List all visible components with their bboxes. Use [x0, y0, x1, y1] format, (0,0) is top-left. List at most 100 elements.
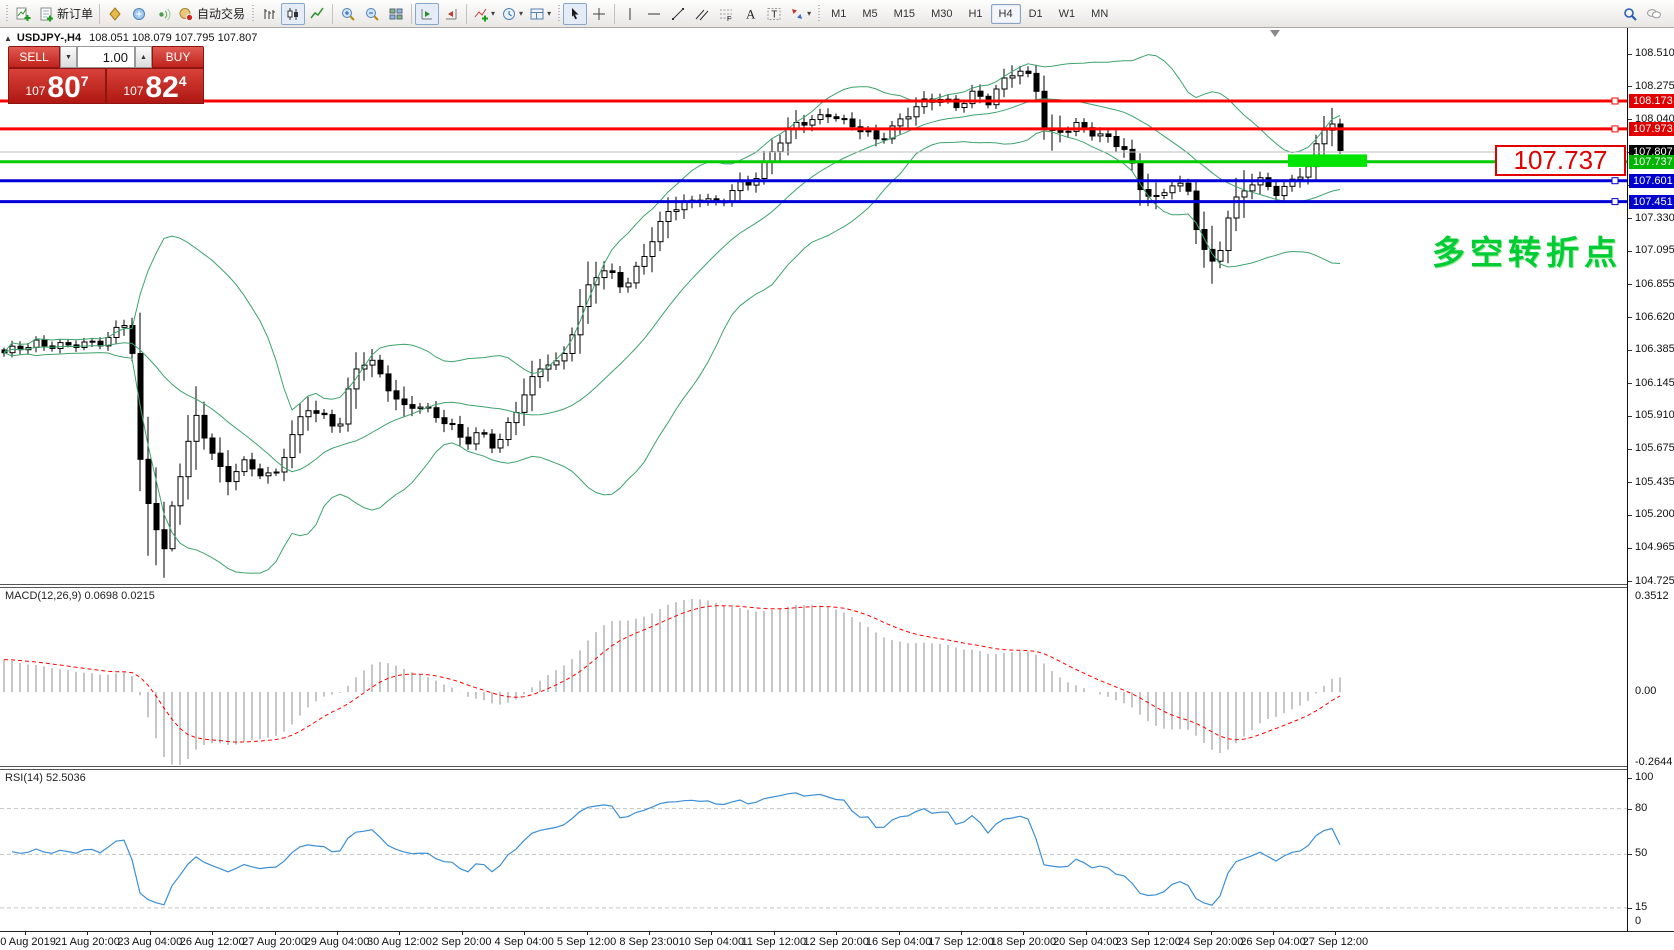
time-tick: [461, 932, 463, 935]
buy-price-main: 82: [145, 71, 179, 104]
price-line-badge: 107.601: [1629, 173, 1674, 188]
chart-shift-icon: [443, 6, 459, 22]
auto-scroll-icon: [419, 6, 435, 22]
toolbar-grip[interactable]: [556, 4, 562, 23]
sell-price-base: 107: [25, 84, 46, 98]
candle-chart-button[interactable]: [281, 2, 306, 25]
time-tick: [1273, 932, 1274, 935]
chart-area[interactable]: 108.510108.275108.040107.805107.570107.3…: [0, 28, 1674, 950]
line-handle[interactable]: [1611, 198, 1619, 206]
auto-scroll-button[interactable]: [415, 2, 440, 25]
time-tick: [212, 932, 214, 935]
separator: [332, 3, 334, 24]
time-label: 26 Aug 12:00: [179, 936, 245, 948]
rsi-axis-label: 15: [1635, 900, 1648, 913]
templates-button[interactable]: ▾: [526, 3, 554, 25]
macd-axis-label: -0.2644: [1635, 756, 1673, 768]
market-watch-button[interactable]: [103, 3, 127, 25]
trendline-button[interactable]: [666, 3, 690, 25]
periods-button[interactable]: ▾: [498, 3, 526, 25]
macd-pane[interactable]: [0, 588, 1627, 766]
axis-tick: [1628, 415, 1632, 417]
price-axis[interactable]: 108.510108.275108.040107.805107.570107.3…: [1627, 28, 1674, 932]
volume-increase-button[interactable]: ▲: [135, 46, 152, 68]
ohlc-readout: 108.051 108.079 107.795 107.807: [89, 32, 258, 44]
trendline-icon: [670, 6, 686, 22]
crosshair-button[interactable]: [587, 3, 611, 25]
label-button[interactable]: T: [762, 3, 786, 25]
timeframe-m5-button[interactable]: M5: [862, 7, 878, 20]
line-handle[interactable]: [1611, 177, 1619, 185]
sell-button[interactable]: SELL: [8, 46, 60, 68]
zoom-in-button[interactable]: [336, 3, 360, 25]
rsi-pane[interactable]: [0, 770, 1627, 931]
zoom-out-button[interactable]: [360, 3, 384, 25]
text-button[interactable]: A: [738, 3, 762, 25]
line-chart-button[interactable]: [305, 3, 329, 25]
buy-button[interactable]: BUY: [152, 46, 204, 68]
toolbar-grip[interactable]: [4, 4, 9, 23]
axis-tick-label: 108.040: [1635, 112, 1674, 125]
time-label: 27 Aug 20:00: [242, 936, 308, 948]
search-button[interactable]: [1618, 3, 1642, 25]
timeframe-h4-button[interactable]: H4: [990, 3, 1021, 24]
candle-chart-icon: [285, 6, 301, 22]
market-watch-icon: [107, 6, 123, 22]
cursor-button[interactable]: [563, 2, 588, 25]
separator: [466, 3, 468, 24]
timeframe-w1-button[interactable]: W1: [1058, 7, 1076, 20]
sell-price-tile[interactable]: 107 80 7: [8, 68, 106, 104]
pane-divider[interactable]: [0, 766, 1674, 770]
price-level-callout[interactable]: 107.737: [1495, 145, 1626, 176]
fibonacci-button[interactable]: F: [714, 3, 738, 25]
axis-tick-label: 105.675: [1635, 442, 1674, 455]
arrows-button[interactable]: ▾: [786, 3, 814, 25]
axis-tick: [1628, 778, 1632, 779]
pane-divider[interactable]: [0, 584, 1674, 588]
time-tick: [1148, 932, 1150, 935]
line-handle[interactable]: [1611, 97, 1619, 105]
indicators-button[interactable]: ▾: [470, 3, 498, 25]
autotrade-button[interactable]: 自动交易: [175, 3, 248, 25]
toolbar-grip[interactable]: [250, 4, 256, 23]
collapse-arrow-icon[interactable]: ▲: [4, 33, 12, 43]
price-pane[interactable]: [0, 28, 1627, 585]
axis-tick-label: 107.330: [1635, 211, 1674, 224]
bar-chart-button[interactable]: [257, 3, 281, 25]
channel-button[interactable]: [690, 3, 714, 25]
volume-input[interactable]: 1.00: [77, 46, 135, 68]
time-tick: [898, 932, 900, 935]
hline-button[interactable]: [642, 3, 666, 25]
timeframe-d1-button[interactable]: D1: [1028, 7, 1043, 20]
highlight-zone[interactable]: [1288, 154, 1367, 167]
time-label: 27 Sep 12:00: [1302, 936, 1369, 948]
data-window-button[interactable]: [127, 3, 151, 25]
svg-text:A: A: [746, 6, 756, 21]
fibonacci-icon: F: [718, 6, 734, 22]
signals-button[interactable]: [151, 3, 175, 25]
vline-button[interactable]: [618, 3, 642, 25]
axis-tick-label: 104.965: [1635, 541, 1674, 554]
separator: [99, 3, 101, 24]
timeframe-m1-button[interactable]: M1: [831, 7, 847, 20]
channel-icon: [694, 6, 710, 22]
chart-shift-marker[interactable]: [1270, 30, 1280, 37]
axis-tick: [1628, 317, 1632, 318]
timeframe-m30-button[interactable]: M30: [931, 7, 953, 20]
buy-price-tile[interactable]: 107 82 4: [106, 68, 204, 104]
volume-decrease-button[interactable]: ▼: [60, 46, 77, 68]
timeframe-mn-button[interactable]: MN: [1091, 7, 1109, 20]
time-label: 17 Sep 12:00: [928, 936, 994, 948]
chart-shift-button[interactable]: [439, 3, 463, 25]
time-axis[interactable]: 20 Aug 2019 21 Aug 20:00 23 Aug 04:00 26 Au…: [0, 931, 1674, 950]
chat-button[interactable]: [1642, 3, 1666, 25]
price-line-badge: 107.973: [1629, 121, 1674, 136]
toolbar-grip[interactable]: [816, 4, 822, 23]
tile-windows-button[interactable]: [384, 3, 408, 25]
separator: [411, 3, 413, 24]
timeframe-h1-button[interactable]: H1: [968, 7, 983, 20]
new-order-button[interactable]: 新订单: [35, 3, 96, 25]
new-chart-button[interactable]: [11, 3, 35, 25]
timeframe-m15-button[interactable]: M15: [893, 7, 916, 20]
line-handle[interactable]: [1611, 125, 1619, 133]
